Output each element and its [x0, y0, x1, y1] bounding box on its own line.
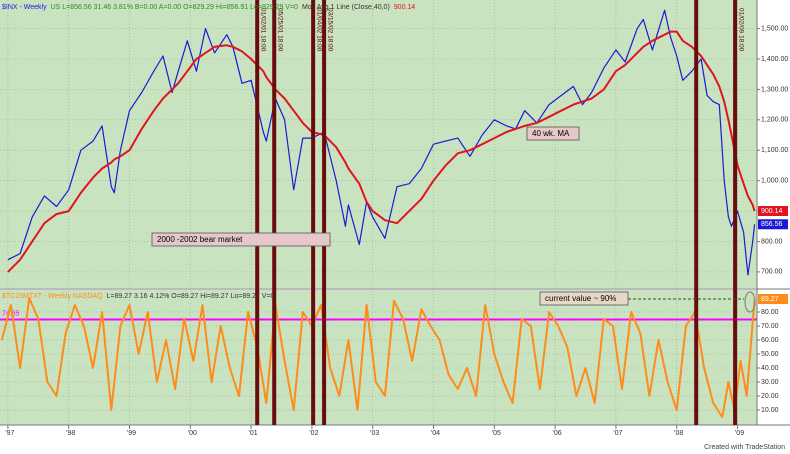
y-tick-label: 70.00 — [761, 323, 779, 330]
y-tick-label: 80.00 — [761, 309, 779, 316]
series-line — [7, 30, 756, 273]
y-tick-label: 1,000.00 — [761, 177, 788, 184]
annotation-box — [526, 126, 580, 141]
last-value-label: 856.56 — [761, 221, 783, 228]
x-tick-label: '97 — [5, 430, 14, 437]
y-tick-label: 1,200.00 — [761, 117, 788, 124]
event-bar — [311, 0, 316, 425]
y-tick-label: 800.00 — [761, 238, 783, 245]
ma-title: Mov Avg 1 Line (Close,40,0) — [302, 4, 390, 11]
annotation-box — [151, 232, 331, 247]
event-bar — [322, 0, 327, 425]
x-tick-label: '08 — [674, 430, 683, 437]
price-panel — [0, 0, 757, 288]
y-tick-label: 40.00 — [761, 365, 779, 372]
x-tick-label: '05 — [492, 430, 501, 437]
annotation-circle — [744, 291, 756, 313]
last-value-box — [758, 294, 788, 305]
y-tick-label: 60.00 — [761, 337, 779, 344]
event-label: 01/04/02 18:00 — [315, 8, 322, 52]
x-tick-label: '04 — [431, 430, 440, 437]
x-tick-label: '01 — [249, 430, 258, 437]
last-value-label: 89.27 — [761, 296, 779, 303]
y-tick-label: 20.00 — [761, 393, 779, 400]
indicator-title: $TC15MTXT - Weekly NASDAQ — [2, 293, 103, 300]
event-bar — [272, 0, 277, 425]
y-tick-label: 30.00 — [761, 379, 779, 386]
x-tick-label: '02 — [309, 430, 318, 437]
last-value-box — [758, 206, 788, 217]
x-tick-label: '03 — [370, 430, 379, 437]
event-label: 05/25/01 18:00 — [277, 8, 284, 52]
series-line — [7, 9, 756, 276]
footer: Created with TradeStation — [704, 444, 785, 451]
last-value-label: 900.14 — [761, 208, 783, 215]
annotation: 2000 -2002 bear market — [157, 235, 243, 244]
event-bar — [255, 0, 260, 425]
y-tick-label: 1,500.00 — [761, 25, 788, 32]
indicator-stats: L=89.27 3.16 4.12% O=89.27 Hi=89.27 Lo=8… — [107, 293, 275, 300]
x-tick-label: '00 — [188, 430, 197, 437]
y-tick-label: 50.00 — [761, 351, 779, 358]
y-tick-label: 10.00 — [761, 407, 779, 414]
annotation: current value ~ 90% — [545, 294, 616, 303]
x-tick-label: '99 — [127, 430, 136, 437]
event-label: 01/02/01 18:00 — [259, 8, 266, 52]
event-bar — [694, 0, 699, 425]
x-tick-label: '06 — [553, 430, 562, 437]
x-tick-label: '09 — [735, 430, 744, 437]
y-tick-label: 700.00 — [761, 269, 783, 276]
last-value-box — [758, 219, 788, 230]
event-label: 01/02/09 18:00 — [737, 8, 744, 52]
ma-value: 900.14 — [394, 4, 416, 11]
y-tick-label: 1,400.00 — [761, 56, 788, 63]
series-line — [0, 297, 756, 418]
x-tick-label: '98 — [66, 430, 75, 437]
header-stats: US L=856.56 31.46 3.81% B=0.00 A=0.00 O=… — [51, 4, 298, 11]
event-label: 03/15/02 18:00 — [326, 8, 333, 52]
event-bar — [733, 0, 738, 425]
y-tick-label: 1,100.00 — [761, 147, 788, 154]
series-title: $INX - Weekly — [2, 4, 47, 11]
x-tick-label: '07 — [613, 430, 622, 437]
level-label: 74.65 — [2, 310, 20, 317]
annotation: 40 wk. MA — [532, 129, 570, 138]
y-tick-label: 1,300.00 — [761, 86, 788, 93]
